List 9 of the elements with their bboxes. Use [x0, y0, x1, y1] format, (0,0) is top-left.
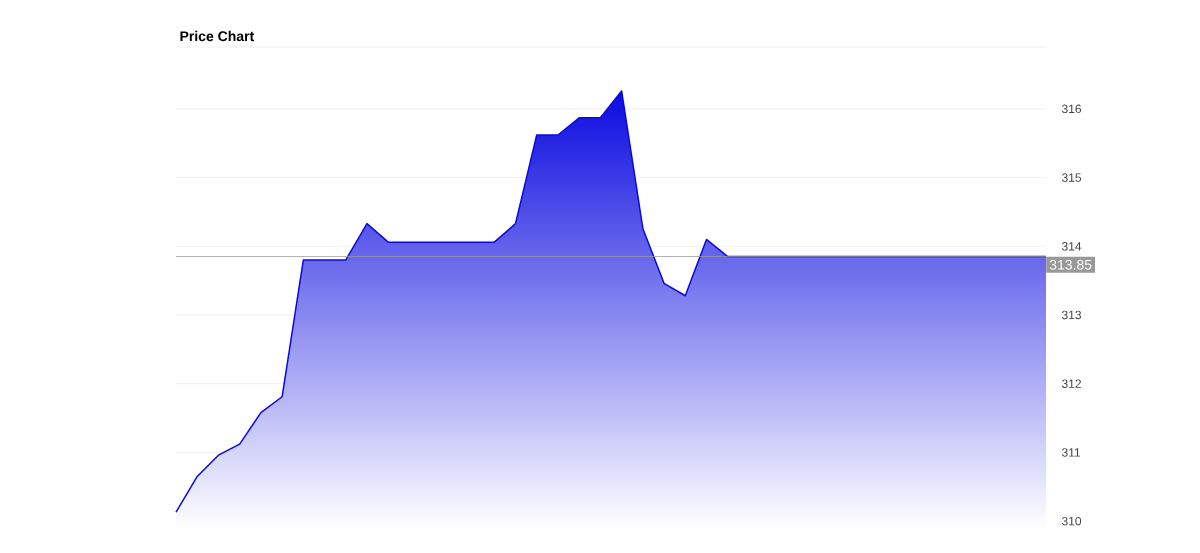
chart-title: Price Chart [180, 30, 255, 42]
y-tick-label: 311 [1061, 448, 1081, 457]
y-tick-label: 315 [1061, 173, 1082, 182]
y-tick-label: 316 [1061, 104, 1082, 114]
y-tick-label: 314 [1061, 242, 1082, 251]
ref-line-label: 313.85 [1049, 259, 1092, 270]
y-tick-label: 313 [1061, 310, 1082, 320]
y-tick-label: 312 [1061, 379, 1081, 388]
y-tick-label: 310 [1061, 516, 1082, 526]
